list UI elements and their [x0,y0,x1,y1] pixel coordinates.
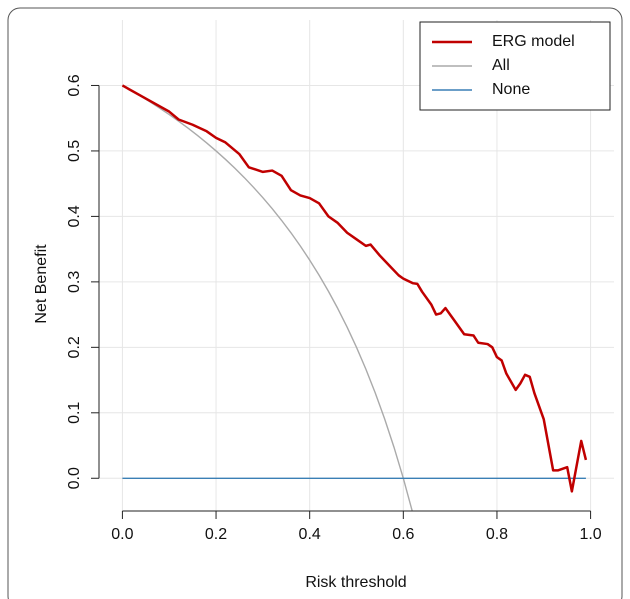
x-tick-label: 0.2 [205,526,227,543]
series-line [121,84,588,493]
x-tick-label: 1.0 [579,526,601,543]
x-tick-label: 0.6 [392,526,414,543]
y-tick-label: 0.3 [66,271,83,293]
x-tick-label: 0.0 [111,526,133,543]
legend-label: All [492,57,510,74]
y-axis-label: Net Benefit [33,244,50,324]
y-tick-label: 0.2 [66,336,83,358]
legend-label: None [492,81,530,98]
axes: 0.0 0.2 0.4 0.6 0.8 1.0 0.0 0.1 0.2 0.3 0.4 0.5 0.6 [66,74,602,543]
x-tick-label: 0.8 [486,526,508,543]
frame [7,7,623,599]
x-tick-label: 0.4 [299,526,321,543]
y-tick-label: 0.6 [66,74,83,96]
y-tick-label: 0.4 [66,205,83,227]
series-line [122,84,413,511]
y-tick-label: 0.0 [66,467,83,489]
y-tick-label: 0.1 [66,402,83,424]
x-axis-label: Risk threshold [305,574,406,591]
plot-area [121,84,588,511]
legend-label: ERG model [492,33,575,50]
legend: ERG model All None [419,21,611,111]
y-tick-label: 0.5 [66,140,83,162]
